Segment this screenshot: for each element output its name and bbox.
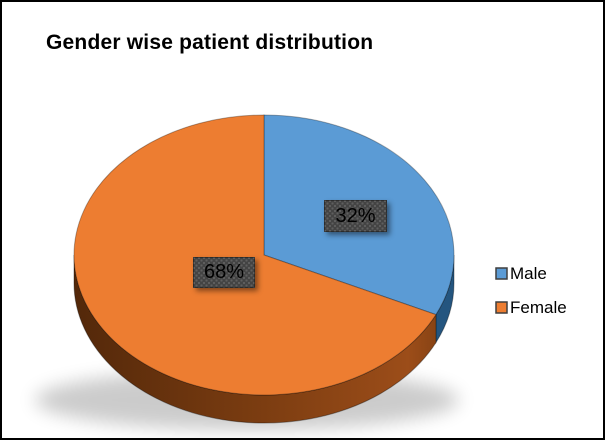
legend-label-male: Male [510,264,547,283]
legend: Male Female [495,265,567,316]
data-label-male: 32% [324,200,387,232]
legend-swatch-male-icon [495,267,508,280]
data-label-female-text: 68% [203,261,245,283]
legend-item-female: Female [495,299,567,316]
data-label-male-text: 32% [335,204,376,227]
legend-item-male: Male [495,265,567,282]
legend-swatch-female-icon [495,301,508,314]
legend-label-female: Female [510,298,567,317]
pie-side-female [73,254,437,424]
pie-slice-female [73,114,437,396]
chart-title: Gender wise patient distribution [46,31,374,54]
data-label-female: 68% [193,257,255,288]
